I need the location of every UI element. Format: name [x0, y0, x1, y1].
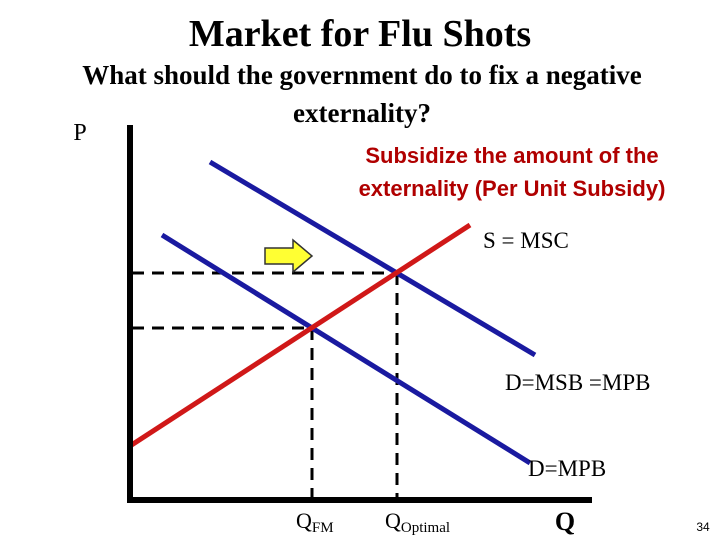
q-axis-label: Q — [555, 507, 575, 536]
dashed-guides — [132, 271, 399, 498]
page-number: 34 — [696, 520, 710, 534]
question-line: externality? — [293, 98, 431, 128]
q-base: Q — [296, 508, 312, 533]
qfm-label: QFM — [296, 508, 334, 536]
note-line: Subsidize the amount of the — [365, 143, 658, 168]
title: Market for Flu Shots — [189, 13, 531, 55]
mpb-label: D=MPB — [528, 456, 606, 481]
shift-arrow — [264, 238, 314, 274]
p-axis-label: P — [73, 120, 86, 146]
q-sub: Optimal — [401, 520, 450, 536]
demand-mpb-curve — [160, 232, 532, 466]
supply-curve — [128, 222, 472, 449]
msb-label: D=MSB =MPB — [505, 370, 650, 395]
qopt-label: QOptimal — [385, 508, 450, 536]
question-line: What should the government do to fix a n… — [82, 60, 642, 90]
note-line: externality (Per Unit Subsidy) — [359, 176, 666, 201]
q-base: Q — [385, 508, 401, 533]
supply-label: S = MSC — [483, 228, 569, 253]
demand-msb-curve — [208, 159, 537, 358]
q-sub: FM — [312, 520, 334, 536]
